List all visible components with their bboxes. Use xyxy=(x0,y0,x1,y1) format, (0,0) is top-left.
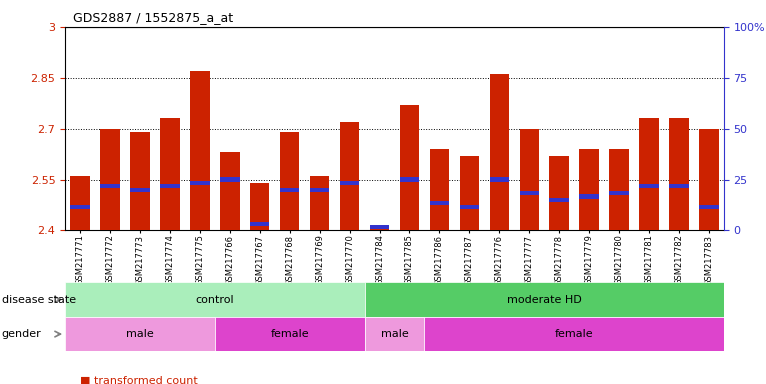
Bar xyxy=(214,317,365,351)
Bar xyxy=(100,129,119,230)
Text: disease state: disease state xyxy=(2,295,76,305)
Bar xyxy=(460,205,479,209)
Bar xyxy=(460,156,479,230)
Bar xyxy=(310,176,329,230)
Bar xyxy=(130,132,149,230)
Bar xyxy=(669,118,689,230)
Bar xyxy=(430,201,449,205)
Bar xyxy=(100,184,119,188)
Bar xyxy=(609,149,629,230)
Bar xyxy=(609,191,629,195)
Bar xyxy=(130,188,149,192)
Bar xyxy=(70,176,90,230)
Bar xyxy=(70,205,90,209)
Bar xyxy=(190,181,210,185)
Bar xyxy=(65,317,214,351)
Bar xyxy=(579,149,599,230)
Text: female: female xyxy=(555,329,594,339)
Bar xyxy=(220,177,240,182)
Text: ■ transformed count: ■ transformed count xyxy=(80,375,198,384)
Bar xyxy=(220,152,240,230)
Bar xyxy=(160,184,180,188)
Bar xyxy=(430,149,449,230)
Bar xyxy=(424,317,724,351)
Text: male: male xyxy=(381,329,408,339)
Text: female: female xyxy=(270,329,309,339)
Text: moderate HD: moderate HD xyxy=(507,295,581,305)
Bar xyxy=(280,188,300,192)
Bar xyxy=(400,105,419,230)
Bar xyxy=(190,71,210,230)
Text: GDS2887 / 1552875_a_at: GDS2887 / 1552875_a_at xyxy=(73,12,233,25)
Bar xyxy=(365,317,424,351)
Bar xyxy=(699,205,719,209)
Bar xyxy=(519,129,539,230)
Bar xyxy=(669,184,689,188)
Bar xyxy=(160,118,180,230)
Bar xyxy=(370,225,389,229)
Bar xyxy=(549,198,569,202)
Bar xyxy=(310,188,329,192)
Bar xyxy=(579,194,599,199)
Bar xyxy=(250,183,270,230)
Bar xyxy=(370,227,389,230)
Bar xyxy=(699,129,719,230)
Bar xyxy=(250,222,270,226)
Text: gender: gender xyxy=(2,329,41,339)
Bar xyxy=(549,156,569,230)
Bar xyxy=(340,122,359,230)
Bar xyxy=(65,282,365,317)
Bar xyxy=(640,118,659,230)
Text: control: control xyxy=(195,295,234,305)
Bar xyxy=(400,177,419,182)
Bar xyxy=(489,74,509,230)
Text: male: male xyxy=(126,329,154,339)
Bar xyxy=(365,282,724,317)
Bar xyxy=(280,132,300,230)
Bar xyxy=(340,181,359,185)
Bar xyxy=(519,191,539,195)
Bar xyxy=(489,177,509,182)
Bar xyxy=(640,184,659,188)
